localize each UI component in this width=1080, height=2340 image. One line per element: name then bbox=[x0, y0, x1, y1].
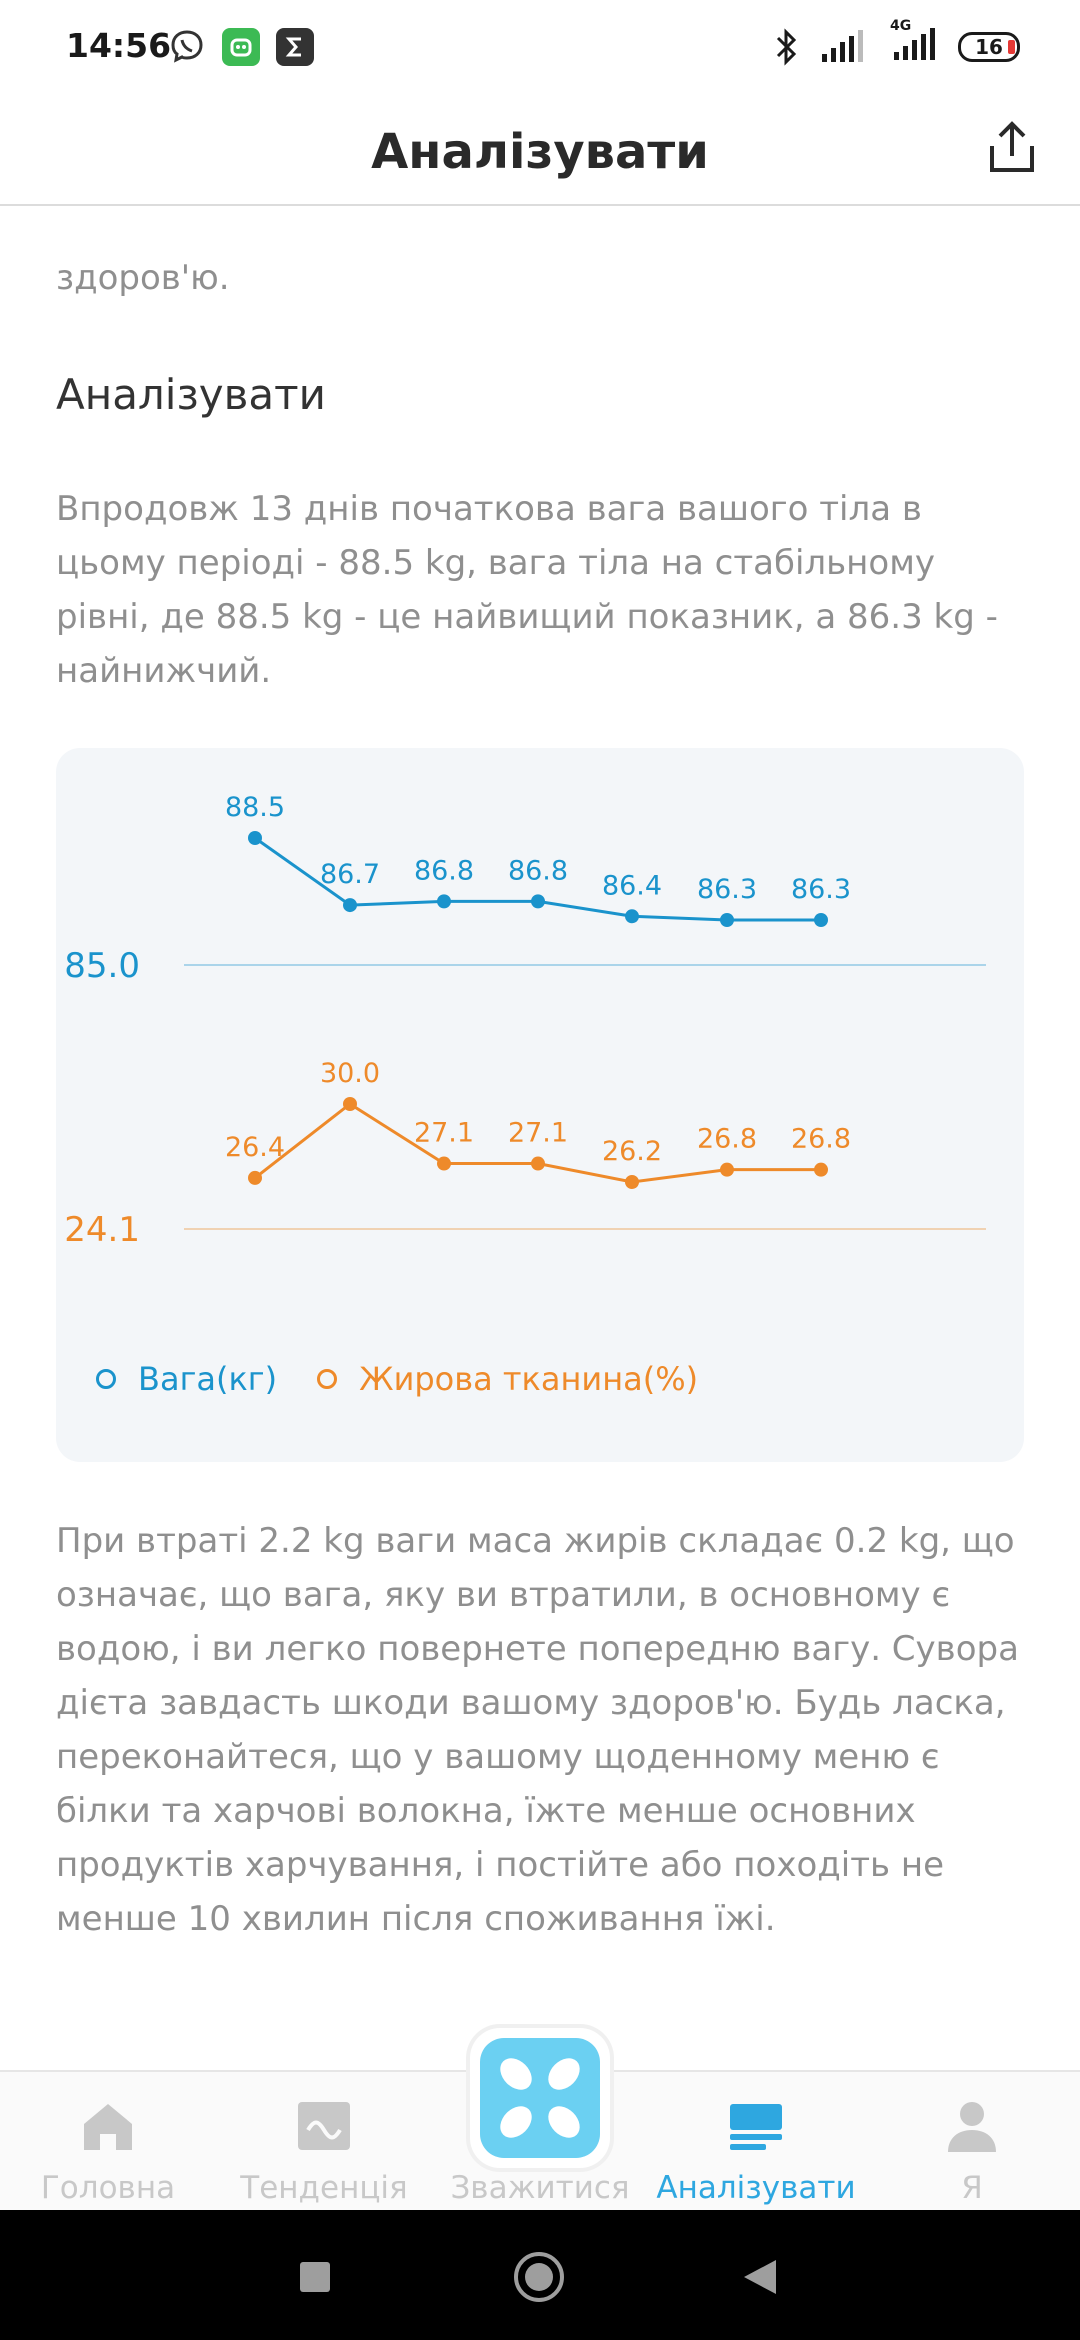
data-label-1-4: 26.2 bbox=[602, 1136, 662, 1167]
section-title: Аналізувати bbox=[56, 370, 326, 419]
page-title: Аналізувати bbox=[371, 124, 709, 180]
signal-4g-icon bbox=[894, 28, 935, 60]
nav-weigh[interactable]: Зважитися bbox=[432, 2072, 648, 2212]
profile-icon bbox=[948, 2102, 996, 2152]
data-point-0-2 bbox=[437, 894, 451, 909]
data-point-0-4 bbox=[625, 909, 639, 924]
data-label-1-5: 26.8 bbox=[697, 1124, 757, 1155]
analysis-paragraph-2: При втраті 2.2 kg ваги маса жирів склада… bbox=[56, 1521, 1019, 1939]
network-type: 4G bbox=[890, 18, 912, 34]
data-point-0-0 bbox=[248, 831, 262, 845]
data-label-0-3: 86.8 bbox=[508, 855, 568, 886]
signal-icon bbox=[822, 30, 863, 62]
data-point-1-6 bbox=[814, 1162, 828, 1177]
system-status-icons: 4G 16 bbox=[774, 18, 1020, 66]
legend-weight-marker bbox=[96, 1369, 116, 1389]
data-point-1-3 bbox=[531, 1156, 545, 1171]
battery-level: 16 bbox=[975, 35, 1003, 59]
nav-analyze-label: Аналізувати bbox=[656, 2170, 856, 2206]
data-label-1-6: 26.8 bbox=[791, 1124, 851, 1155]
share-button[interactable] bbox=[980, 116, 1044, 180]
notification-icons bbox=[168, 28, 314, 66]
baseline-label-1: 24.1 bbox=[64, 1210, 140, 1250]
data-label-0-6: 86.3 bbox=[791, 874, 851, 905]
legend-weight-label: Вага(кг) bbox=[138, 1360, 278, 1398]
nav-home-label: Головна bbox=[40, 2170, 176, 2206]
nav-analyze[interactable]: Аналізувати bbox=[648, 2072, 864, 2212]
status-bar: 14:56 4G 16 bbox=[0, 0, 1080, 96]
legend-fat-label: Жирова тканина(%) bbox=[359, 1360, 699, 1398]
data-point-0-1 bbox=[343, 898, 357, 913]
nav-me-label: Я bbox=[961, 2170, 983, 2206]
back-button[interactable] bbox=[742, 2258, 778, 2296]
nav-trend[interactable]: Тенденція bbox=[216, 2072, 432, 2212]
nav-me[interactable]: Я bbox=[864, 2072, 1080, 2212]
data-point-1-2 bbox=[437, 1156, 451, 1171]
data-point-1-0 bbox=[248, 1170, 262, 1185]
home-icon bbox=[84, 2104, 132, 2150]
chart-card: 85.0 88.5 86.7 86.8 86.8 86.4 86.3 86.3 24.1 26.4… bbox=[56, 748, 1024, 1462]
data-label-0-2: 86.8 bbox=[414, 855, 474, 886]
previous-text-tail: здоров'ю. bbox=[56, 258, 230, 298]
battery-icon: 16 bbox=[958, 32, 1020, 62]
data-point-1-1 bbox=[343, 1097, 357, 1111]
nav-trend-label: Тенденція bbox=[240, 2170, 408, 2206]
baseline-label-0: 85.0 bbox=[64, 946, 140, 986]
recents-button[interactable] bbox=[298, 2260, 332, 2294]
scale-icon bbox=[480, 2038, 600, 2158]
data-label-0-0: 88.5 bbox=[225, 792, 285, 823]
data-label-0-5: 86.3 bbox=[697, 874, 757, 905]
app-icon bbox=[222, 28, 260, 66]
data-label-1-1: 30.0 bbox=[320, 1058, 380, 1089]
nav-home[interactable]: Головна bbox=[0, 2072, 216, 2212]
data-point-0-5 bbox=[720, 913, 734, 927]
analysis-paragraph-1: Впродовж 13 днів початкова вага вашого т… bbox=[56, 489, 998, 691]
share-icon bbox=[990, 121, 1034, 172]
system-nav-bar bbox=[0, 2210, 1080, 2340]
sigma-icon bbox=[276, 28, 314, 66]
legend-fat: Жирова тканина(%) bbox=[317, 1360, 698, 1398]
status-time: 14:56 bbox=[66, 26, 172, 65]
data-label-1-3: 27.1 bbox=[508, 1118, 568, 1149]
data-point-1-4 bbox=[625, 1175, 639, 1189]
legend-weight: Вага(кг) bbox=[96, 1360, 277, 1398]
legend-fat-marker bbox=[317, 1369, 338, 1389]
analyze-icon bbox=[730, 2104, 782, 2150]
data-point-0-3 bbox=[531, 894, 545, 909]
bluetooth-icon bbox=[776, 28, 797, 66]
trend-icon bbox=[298, 2102, 350, 2150]
viber-icon bbox=[168, 28, 206, 66]
nav-weigh-label: Зважитися bbox=[450, 2170, 630, 2206]
data-label-0-1: 86.7 bbox=[320, 859, 380, 890]
chart-legend: Вага(кг) Жирова тканина(%) bbox=[96, 1360, 738, 1398]
weigh-button[interactable] bbox=[470, 2028, 610, 2168]
data-label-1-2: 27.1 bbox=[414, 1118, 474, 1149]
data-label-1-0: 26.4 bbox=[225, 1132, 285, 1163]
weight-fat-chart: 85.0 88.5 86.7 86.8 86.8 86.4 86.3 86.3 24.1 26.4… bbox=[64, 792, 986, 1250]
data-point-1-5 bbox=[720, 1162, 734, 1177]
home-system-button[interactable] bbox=[512, 2250, 566, 2304]
header: Аналізувати bbox=[0, 96, 1080, 206]
data-point-0-6 bbox=[814, 913, 828, 927]
signal-4g: 4G bbox=[886, 18, 936, 66]
data-label-0-4: 86.4 bbox=[602, 870, 662, 901]
